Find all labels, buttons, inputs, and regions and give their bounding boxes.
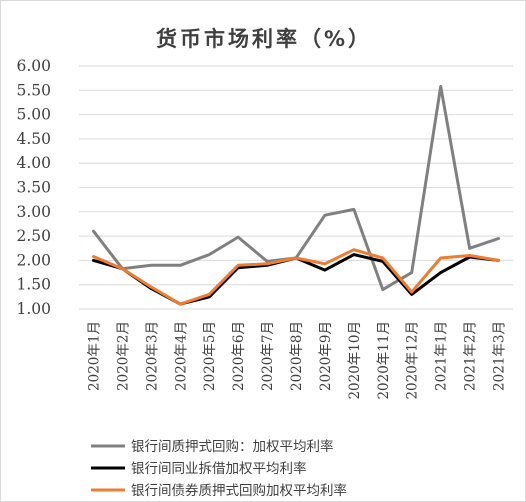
chart-title: 货币市场利率（%）	[155, 27, 373, 51]
x-tick-label: 2020年9月	[318, 321, 334, 391]
x-tick-label: 2020年1月	[86, 321, 102, 391]
y-tick-label: 2.00	[16, 251, 51, 269]
y-tick-label: 5.50	[16, 81, 51, 99]
y-tick-label: 4.50	[16, 130, 51, 148]
x-tick-label: 2020年11月	[376, 321, 392, 400]
legend: 银行间质押式回购：加权平均利率银行间同业拆借加权平均利率银行间债券质押式回购加权…	[91, 438, 347, 499]
gridlines	[79, 65, 513, 310]
y-tick-label: 1.00	[16, 300, 51, 318]
x-tick-label: 2020年7月	[260, 321, 276, 391]
x-tick-label: 2020年3月	[144, 321, 160, 391]
y-tick-label: 3.00	[16, 203, 51, 221]
legend-label: 银行间同业拆借加权平均利率	[131, 460, 307, 477]
x-tick-label: 2020年6月	[231, 321, 247, 391]
y-tick-label: 6.00	[16, 57, 51, 75]
y-axis-ticks: 6.00 5.50 5.00 4.50 4.00 3.50 3.00 2.50 2.00 1.50…	[16, 57, 51, 318]
series-lines	[92, 84, 500, 306]
x-tick-label: 2021年2月	[463, 321, 479, 391]
legend-label: 银行间质押式回购：加权平均利率	[131, 438, 334, 455]
x-tick-label: 2020年5月	[202, 321, 218, 391]
y-tick-label: 1.50	[16, 276, 51, 294]
x-tick-label: 2020年2月	[115, 321, 131, 391]
x-tick-label: 2020年10月	[347, 321, 363, 400]
y-tick-label: 5.00	[16, 106, 51, 124]
x-tick-label: 2020年4月	[173, 321, 189, 391]
x-tick-label: 2021年3月	[492, 321, 508, 391]
series-line-3	[92, 248, 500, 306]
legend-label: 银行间债券质押式回购加权平均利率	[131, 482, 347, 499]
x-tick-label: 2021年1月	[434, 321, 450, 391]
y-tick-label: 2.50	[16, 227, 51, 245]
x-tick-label: 2020年12月	[405, 321, 421, 400]
y-tick-label: 4.00	[16, 154, 51, 172]
x-tick-label: 2020年8月	[289, 321, 305, 391]
y-tick-label: 3.50	[16, 179, 51, 197]
x-axis-ticks: 2020年1月 2020年2月 2020年3月 2020年4月 2020年5月 2020年…	[86, 321, 507, 400]
